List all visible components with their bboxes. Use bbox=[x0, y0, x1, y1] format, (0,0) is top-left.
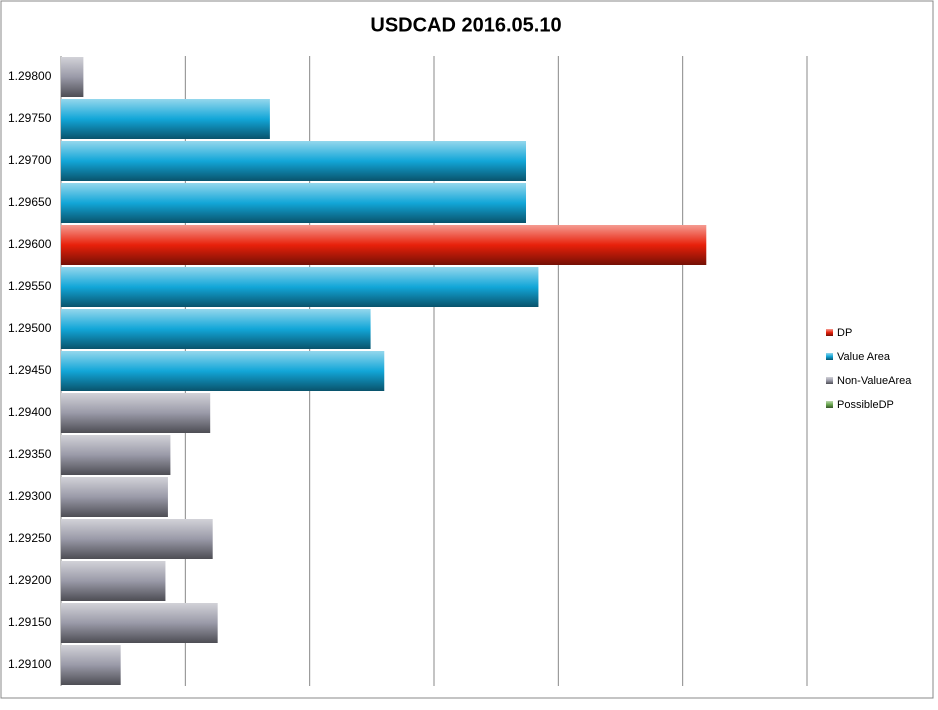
legend-label: Non-ValueArea bbox=[837, 375, 912, 387]
bar bbox=[61, 435, 171, 475]
y-tick-label: 1.29700 bbox=[8, 153, 52, 167]
y-tick-label: 1.29650 bbox=[8, 195, 52, 209]
legend-label: PossibleDP bbox=[837, 399, 894, 411]
bar bbox=[61, 477, 168, 517]
y-tick-label: 1.29200 bbox=[8, 573, 52, 587]
legend-swatch bbox=[826, 377, 833, 384]
y-tick-label: 1.29400 bbox=[8, 405, 52, 419]
bar bbox=[61, 267, 539, 307]
bar bbox=[61, 309, 371, 349]
chart-title: USDCAD 2016.05.10 bbox=[370, 14, 561, 36]
legend-label: DP bbox=[837, 327, 852, 339]
legend-label: Value Area bbox=[837, 351, 891, 363]
y-tick-label: 1.29600 bbox=[8, 237, 52, 251]
legend-swatch bbox=[826, 329, 833, 336]
y-tick-label: 1.29300 bbox=[8, 489, 52, 503]
bar bbox=[61, 603, 218, 643]
y-tick-label: 1.29250 bbox=[8, 531, 52, 545]
bar bbox=[61, 351, 385, 391]
bar bbox=[61, 183, 527, 223]
bar bbox=[61, 141, 527, 181]
legend-swatch bbox=[826, 401, 833, 408]
bar bbox=[61, 99, 270, 139]
bar bbox=[61, 519, 213, 559]
y-tick-label: 1.29100 bbox=[8, 657, 52, 671]
bar bbox=[61, 393, 211, 433]
bar bbox=[61, 225, 707, 265]
y-tick-label: 1.29750 bbox=[8, 111, 52, 125]
y-tick-label: 1.29550 bbox=[8, 279, 52, 293]
bar bbox=[61, 645, 121, 685]
bar bbox=[61, 57, 84, 97]
legend-swatch bbox=[826, 353, 833, 360]
y-tick-label: 1.29450 bbox=[8, 363, 52, 377]
y-tick-label: 1.29500 bbox=[8, 321, 52, 335]
y-tick-label: 1.29150 bbox=[8, 615, 52, 629]
y-tick-label: 1.29350 bbox=[8, 447, 52, 461]
bar bbox=[61, 561, 166, 601]
y-tick-label: 1.29800 bbox=[8, 69, 52, 83]
